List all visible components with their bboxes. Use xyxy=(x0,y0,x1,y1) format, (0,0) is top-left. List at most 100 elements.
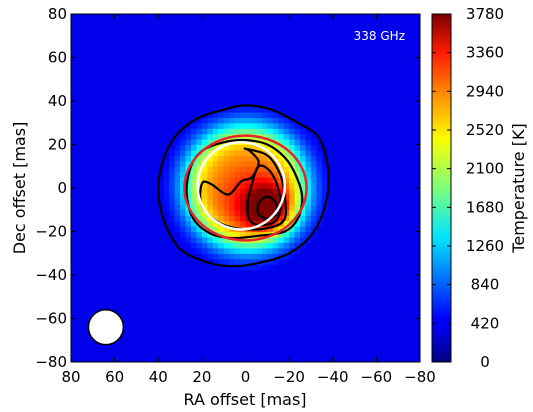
heatmap-cell xyxy=(201,177,208,184)
heatmap-cell xyxy=(201,231,208,238)
heatmap-cell xyxy=(305,160,312,167)
heatmap-cell xyxy=(294,226,301,233)
heatmap-cell xyxy=(190,231,198,238)
heatmap-cell xyxy=(201,182,208,189)
heatmap-cell xyxy=(300,182,307,189)
heatmap-cell xyxy=(180,204,187,211)
heatmap-cell xyxy=(289,171,296,178)
heatmap-cell xyxy=(250,188,257,195)
heatmap-cell xyxy=(234,231,241,238)
heatmap-cell xyxy=(223,155,230,162)
heatmap-cell xyxy=(283,144,290,151)
heatmap-cell xyxy=(163,160,170,167)
heatmap-cell xyxy=(196,160,203,167)
heatmap-cell xyxy=(218,215,225,222)
heatmap-cell xyxy=(294,209,301,216)
heatmap-cell xyxy=(321,209,328,216)
heatmap-cell xyxy=(250,247,257,254)
heatmap-cell xyxy=(267,242,274,249)
heatmap-cell xyxy=(212,128,219,135)
heatmap-cell xyxy=(196,128,203,135)
heatmap-cell xyxy=(180,188,187,195)
heatmap-cell xyxy=(196,247,203,254)
heatmap-cell xyxy=(250,253,257,260)
x-tick-label: 60 xyxy=(105,368,124,386)
heatmap-cell xyxy=(201,236,208,243)
heatmap-cell xyxy=(229,106,236,113)
heatmap-cell xyxy=(289,204,296,211)
heatmap-cell xyxy=(229,242,236,249)
heatmap-cell xyxy=(196,177,203,184)
heatmap-cell xyxy=(294,236,301,243)
heatmap-cell xyxy=(245,144,252,151)
heatmap-cell xyxy=(278,160,285,167)
heatmap-cell xyxy=(278,231,285,238)
heatmap-cell xyxy=(272,171,279,178)
heatmap-cell xyxy=(294,144,301,151)
heatmap-cell xyxy=(185,231,192,238)
heatmap-cell xyxy=(261,188,268,195)
colorbar-label: Temperature [K] xyxy=(509,123,528,253)
heatmap-cell xyxy=(201,209,208,216)
y-tick-label: −20 xyxy=(35,223,67,241)
heatmap-cell xyxy=(223,193,230,200)
heatmap-cell xyxy=(321,166,328,173)
heatmap-cell xyxy=(223,111,230,118)
heatmap-cell xyxy=(261,160,268,167)
heatmap-cell xyxy=(245,101,252,108)
heatmap-cell xyxy=(180,231,187,238)
heatmap-cell xyxy=(190,220,198,227)
heatmap-cell xyxy=(240,193,247,200)
heatmap-cell xyxy=(278,122,285,129)
heatmap-cell xyxy=(234,215,241,222)
heatmap-cell xyxy=(185,128,192,135)
heatmap-cell xyxy=(278,128,285,135)
x-tick-label: 40 xyxy=(149,368,168,386)
heatmap-cell xyxy=(234,160,241,167)
white-circle xyxy=(196,140,287,231)
heatmap-cell xyxy=(261,209,268,216)
heatmap-cell xyxy=(234,155,241,162)
heatmap-cell xyxy=(261,242,268,249)
heatmap-cell xyxy=(267,188,274,195)
heatmap-cell xyxy=(316,182,323,189)
beam-circle xyxy=(87,309,125,346)
heatmap-cell xyxy=(310,198,317,205)
heatmap-cell xyxy=(300,220,307,227)
heatmap-cell xyxy=(207,111,214,118)
heatmap-cell xyxy=(223,231,230,238)
heatmap-cell xyxy=(256,144,263,151)
heatmap-cell xyxy=(229,160,236,167)
heatmap-cell xyxy=(272,242,279,249)
heatmap-cell xyxy=(185,144,192,151)
heatmap-cell xyxy=(278,242,285,249)
heatmap-cell xyxy=(272,149,279,156)
heatmap-cell xyxy=(250,264,257,271)
heatmap-cell xyxy=(174,182,181,189)
heatmap-cell xyxy=(190,139,198,146)
heatmap-cell xyxy=(267,258,274,265)
heatmap-cell xyxy=(229,111,236,118)
heatmap-cell xyxy=(212,122,219,129)
heatmap-cell xyxy=(169,149,176,156)
heatmap-cell xyxy=(245,117,252,124)
heatmap-cell xyxy=(310,220,317,227)
heatmap-cell xyxy=(223,177,230,184)
heatmap-cell xyxy=(267,236,274,243)
heatmap-cell xyxy=(201,128,208,135)
x-axis-label: RA offset [mas] xyxy=(183,390,306,409)
heatmap-cell xyxy=(310,166,317,173)
heatmap-cell xyxy=(289,133,296,140)
heatmap-cell xyxy=(305,204,312,211)
heatmap-cell xyxy=(174,177,181,184)
heatmap-cell xyxy=(223,242,230,249)
heatmap-cell xyxy=(272,247,279,254)
heatmap-cell xyxy=(316,171,323,178)
heatmap-cell xyxy=(289,193,296,200)
heatmap-cell xyxy=(207,242,214,249)
heatmap-cell xyxy=(278,247,285,254)
heatmap-cell xyxy=(207,149,214,156)
heatmap-cell xyxy=(185,242,192,249)
heatmap-cell xyxy=(218,117,225,124)
heatmap-cell xyxy=(261,198,268,205)
